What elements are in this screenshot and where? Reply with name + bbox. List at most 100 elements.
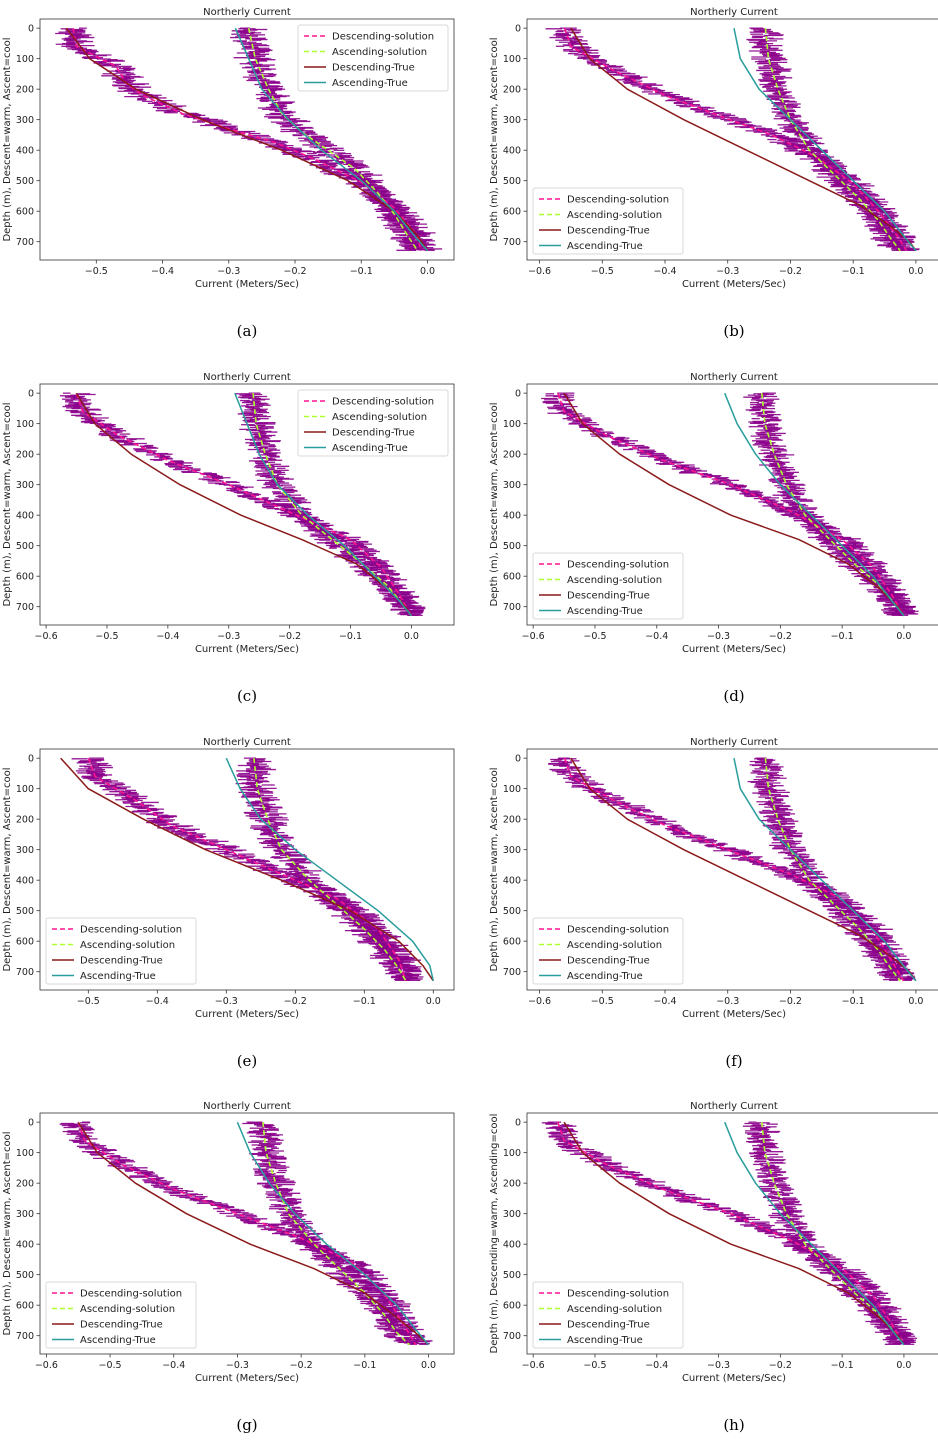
legend-box <box>532 552 684 620</box>
series-line-ascending-true <box>733 28 917 252</box>
y-axis-label: Depth (m), Descent=warm, Ascent=cool <box>2 37 13 241</box>
series-line-ascending-true <box>724 392 905 617</box>
y-tick-label: 300 <box>16 845 34 856</box>
legend-entry: Descending-solution <box>332 397 434 408</box>
y-tick-label: 700 <box>16 967 34 978</box>
y-axis-label: Depth (m), Descent=warm, Ascent=cool <box>2 1131 13 1335</box>
panel-caption: (b) <box>723 322 744 340</box>
chart-title: Northerly Current <box>203 372 291 383</box>
y-tick-label: 200 <box>503 815 521 826</box>
panel-caption: (a) <box>237 322 258 340</box>
series-line-descending-solution <box>87 757 407 982</box>
y-tick-label: 600 <box>503 572 521 583</box>
x-axis-label: Current (Meters/Sec) <box>682 1009 786 1020</box>
y-tick-label: 300 <box>503 115 521 126</box>
y-tick-label: 500 <box>16 176 34 187</box>
x-tick-label: −0.6 <box>528 996 551 1007</box>
y-tick-label: 700 <box>16 237 34 248</box>
y-tick-label: 400 <box>16 1240 34 1251</box>
legend: Descending-solution Ascending-solution Des… <box>297 389 449 457</box>
x-tick-label: −0.4 <box>156 631 179 642</box>
y-tick-label: 200 <box>503 450 521 461</box>
y-tick-label: 600 <box>16 937 34 948</box>
x-tick-label: −0.4 <box>146 996 169 1007</box>
x-tick-label: −0.6 <box>528 266 551 277</box>
series-line-ascending-solution <box>761 393 905 617</box>
panel-a: Northerly Current −0.5 −0.4 −0.3 −0.2 −0.1 0.0… <box>2 7 455 340</box>
y-tick-label: 200 <box>16 1179 34 1190</box>
series-line-ascending-solution <box>247 28 419 252</box>
y-tick-label: 600 <box>16 1301 34 1312</box>
series-line-descending-solution <box>563 757 905 982</box>
x-tick-label: −0.3 <box>217 631 240 642</box>
legend-box <box>45 917 197 985</box>
x-tick-label: −0.2 <box>278 631 301 642</box>
series-line-ascending-solution <box>253 758 407 982</box>
legend-entry: Descending-True <box>332 63 415 74</box>
scatter-ascending-solution <box>235 757 421 981</box>
y-tick-label: 100 <box>16 784 34 795</box>
y-tick-label: 500 <box>16 541 34 552</box>
legend-box <box>532 187 684 255</box>
plot-area <box>548 757 917 982</box>
x-tick-label: 0.0 <box>426 996 441 1007</box>
x-axis-label: Current (Meters/Sec) <box>195 1373 299 1384</box>
y-tick-label: 700 <box>503 602 521 613</box>
scatter-ascending-solution <box>747 757 915 981</box>
legend-entry: Ascending-solution <box>567 575 662 586</box>
chart-title: Northerly Current <box>690 372 778 383</box>
y-tick-label: 300 <box>503 845 521 856</box>
panel-e: Northerly Current −0.5 −0.4 −0.3 −0.2 −0.1 0.0… <box>2 737 455 1070</box>
legend: Descending-solution Ascending-solution Des… <box>297 24 449 92</box>
y-axis-label: Depth (m), Descent=warm, Ascent=cool <box>2 402 13 606</box>
panel-d: Northerly Current −0.6 −0.5 −0.4 −0.3 −0.2 −0.… <box>489 372 938 705</box>
y-tick-label: 100 <box>503 784 521 795</box>
series-line-descending-solution <box>75 392 413 617</box>
x-tick-label: −0.3 <box>226 1360 249 1371</box>
legend-entry: Descending-True <box>567 956 650 967</box>
x-tick-label: −0.2 <box>779 266 802 277</box>
y-tick-label: 500 <box>16 906 34 917</box>
x-tick-label: −0.3 <box>716 266 739 277</box>
x-tick-label: 0.0 <box>908 266 923 277</box>
scatter-descending-solution <box>59 1121 433 1345</box>
y-axis-label: Depth (m), Descent=warm, Ascent=cool <box>489 767 500 971</box>
series-line-descending-solution <box>72 28 422 251</box>
legend-entry: Ascending-True <box>332 443 408 454</box>
legend-box <box>532 917 684 985</box>
x-tick-label: −0.1 <box>842 996 865 1007</box>
y-tick-label: 500 <box>503 906 521 917</box>
chart-title: Northerly Current <box>203 7 291 18</box>
y-tick-label: 100 <box>16 1148 34 1159</box>
legend: Descending-solution Ascending-solution Des… <box>532 187 684 255</box>
chart-title: Northerly Current <box>203 1101 291 1112</box>
x-tick-label: −0.1 <box>350 266 373 277</box>
y-tick-label: 700 <box>16 602 34 613</box>
series-line-descending-solution <box>563 27 908 252</box>
x-tick-label: −0.2 <box>284 996 307 1007</box>
legend-entry: Ascending-solution <box>567 210 662 221</box>
x-tick-label: −0.5 <box>95 631 118 642</box>
legend-entry: Ascending-True <box>567 241 643 252</box>
legend: Descending-solution Ascending-solution Des… <box>532 552 684 620</box>
legend-entry: Ascending-True <box>567 971 643 982</box>
y-tick-label: 500 <box>503 176 521 187</box>
x-tick-label: −0.4 <box>653 266 676 277</box>
x-axis-label: Current (Meters/Sec) <box>195 644 299 655</box>
x-tick-label: −0.5 <box>99 1360 122 1371</box>
y-tick-label: 200 <box>16 815 34 826</box>
x-tick-label: −0.4 <box>151 266 174 277</box>
legend-entry: Descending-solution <box>567 925 669 936</box>
y-tick-label: 700 <box>503 967 521 978</box>
y-tick-label: 0 <box>515 754 521 765</box>
y-tick-label: 100 <box>503 419 521 430</box>
legend-entry: Descending-solution <box>567 195 669 206</box>
y-tick-label: 500 <box>16 1270 34 1281</box>
panel-c: Northerly Current −0.6 −0.5 −0.4 −0.3 −0.2 −0.… <box>2 372 455 705</box>
chart-title: Northerly Current <box>690 737 778 748</box>
series-line-ascending-true <box>733 758 917 982</box>
x-tick-label: −0.2 <box>769 631 792 642</box>
x-tick-label: −0.5 <box>85 266 108 277</box>
y-tick-label: 100 <box>503 54 521 65</box>
x-tick-label: −0.2 <box>779 996 802 1007</box>
